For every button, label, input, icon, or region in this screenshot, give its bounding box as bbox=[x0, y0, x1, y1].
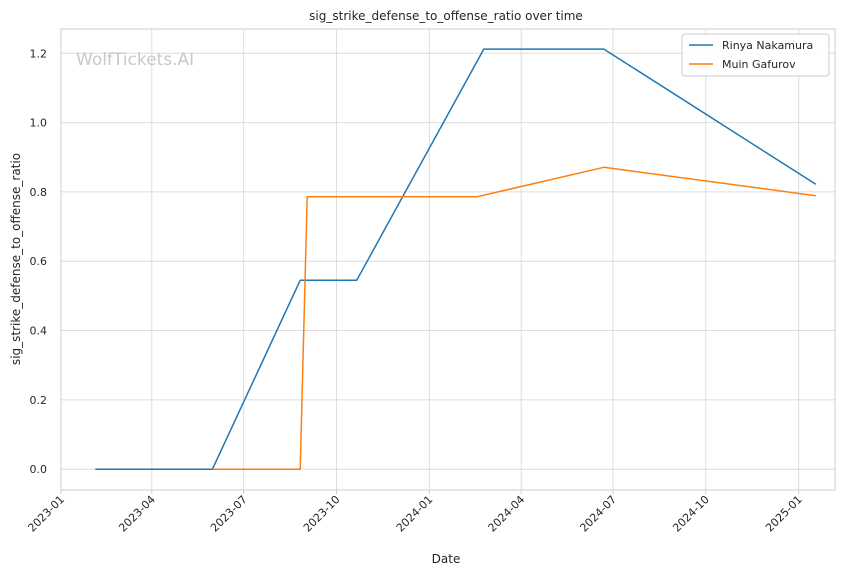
legend-label: Rinya Nakamura bbox=[722, 39, 813, 52]
y-axis-title: sig_strike_defense_to_offense_ratio bbox=[9, 153, 23, 365]
y-tick-label: 0.8 bbox=[30, 186, 48, 199]
legend: Rinya Nakamura Muin Gafurov bbox=[681, 33, 830, 77]
y-tick-label: 1.2 bbox=[30, 47, 48, 60]
series-lines bbox=[95, 48, 817, 470]
plot-frame bbox=[60, 28, 836, 491]
series-line-muin-gafurov bbox=[212, 166, 816, 470]
grid bbox=[60, 29, 835, 490]
y-tick-label: 0.2 bbox=[30, 394, 48, 407]
y-tick-label: 1.0 bbox=[30, 117, 48, 130]
y-tick-label: 0.4 bbox=[30, 325, 48, 338]
legend-label: Muin Gafurov bbox=[722, 58, 796, 71]
y-tick-label: 0.0 bbox=[30, 463, 48, 476]
watermark: WolfTickets.AI bbox=[76, 50, 194, 70]
chart-title: sig_strike_defense_to_offense_ratio over… bbox=[309, 9, 583, 23]
y-tick-label: 0.6 bbox=[30, 255, 48, 268]
y-tick-labels: 0.0 0.2 0.4 0.6 0.8 1.0 1.2 bbox=[30, 47, 48, 476]
legend-box bbox=[681, 33, 830, 77]
x-axis-title: Date bbox=[432, 552, 461, 566]
